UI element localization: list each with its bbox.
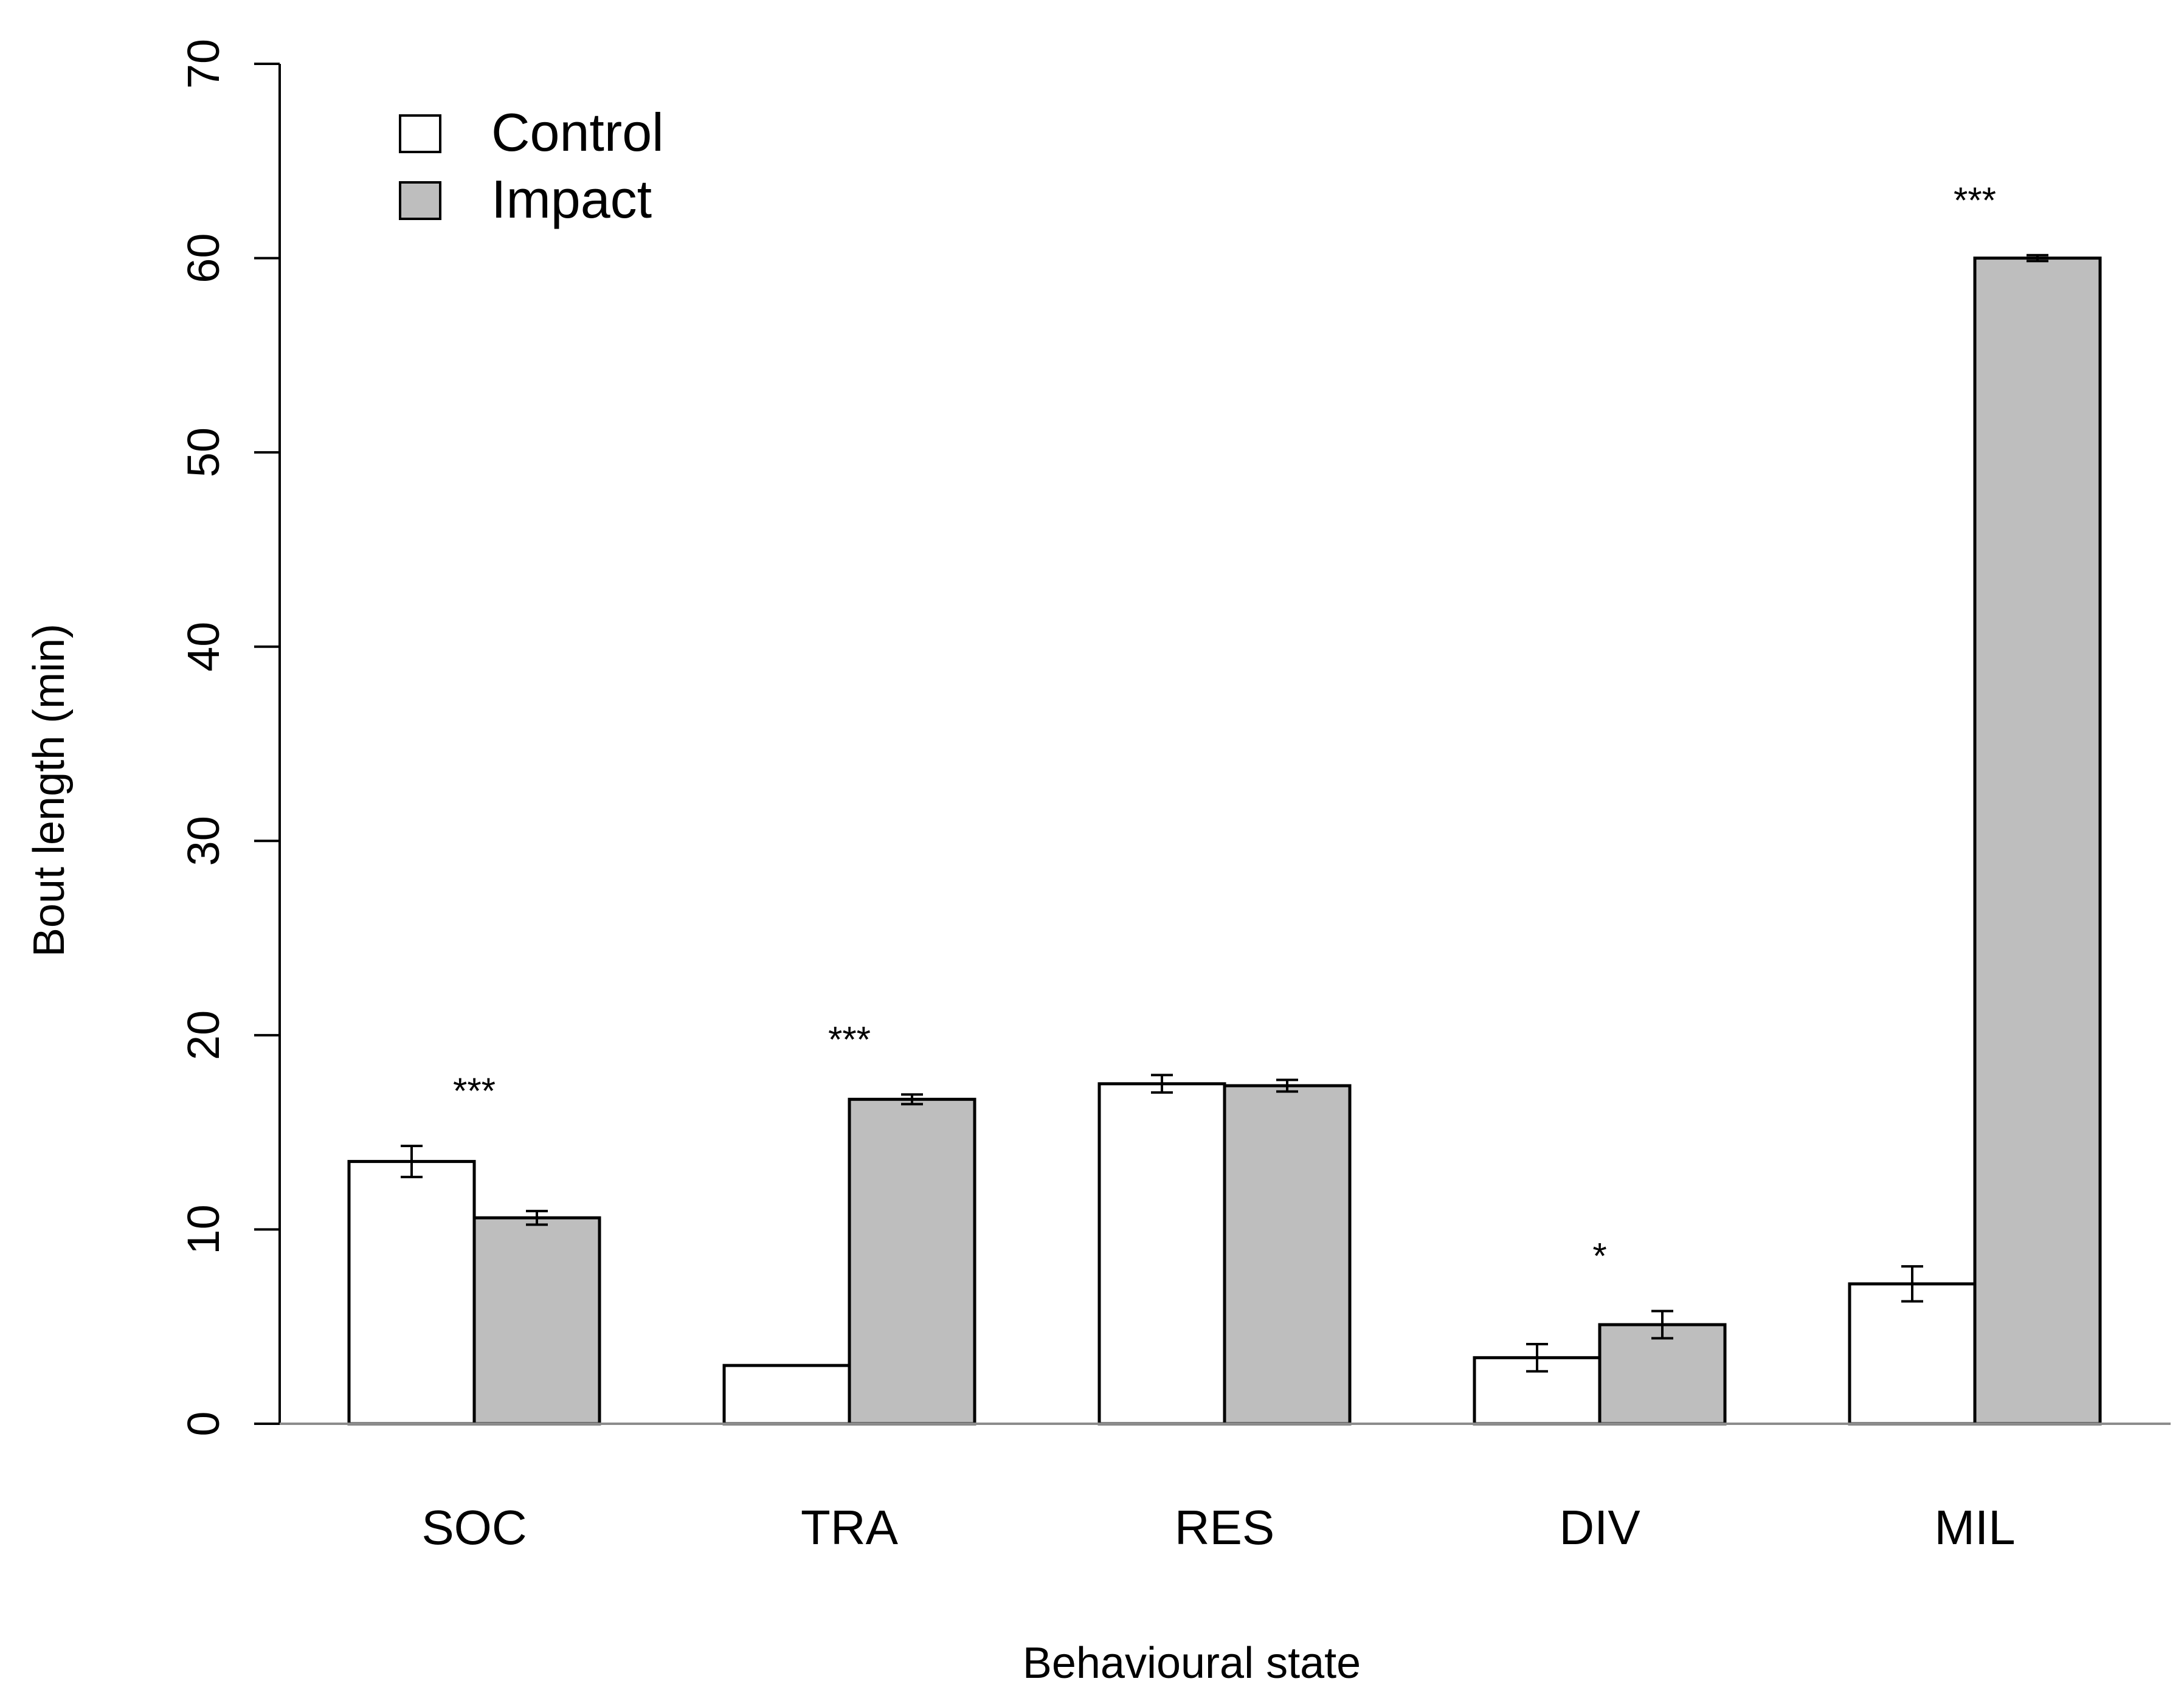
significance-soc: *** (453, 1071, 496, 1111)
errorbar-control-mil (1901, 1265, 1923, 1303)
bar-control-tra (722, 1364, 851, 1426)
x-tick-label-soc: SOC (421, 1500, 527, 1554)
legend-swatch-control (399, 114, 441, 153)
legend: Control Impact (399, 102, 664, 229)
errorbar-impact-div (1651, 1309, 1673, 1340)
y-tick-label: 60 (178, 233, 229, 283)
y-tick-label: 10 (178, 1204, 229, 1254)
bar-impact-div (1598, 1323, 1727, 1426)
bar-impact-mil (1973, 257, 2102, 1426)
bars (347, 257, 2102, 1426)
errorbar-control-div (1526, 1342, 1548, 1373)
x-axis-title: Behavioural state (1023, 1639, 1361, 1688)
bar-control-soc (347, 1160, 476, 1426)
errorbar-control-res (1151, 1074, 1173, 1094)
bar-impact-tra (848, 1097, 976, 1426)
x-tick-label-div: DIV (1559, 1500, 1640, 1554)
significance-labels: ********** (453, 180, 1996, 1277)
errorbar-impact-mil (2027, 254, 2048, 263)
y-tick-label: 20 (178, 1010, 229, 1060)
y-tick-label: 0 (178, 1411, 229, 1436)
bar-impact-res (1223, 1084, 1352, 1426)
significance-mil: *** (1954, 180, 1996, 221)
x-tick-label-res: RES (1175, 1500, 1275, 1554)
bar-impact-soc (472, 1216, 601, 1426)
x-tick-label-tra: TRA (801, 1500, 899, 1554)
bar-control-mil (1848, 1282, 1977, 1426)
legend-swatch-impact (399, 181, 441, 220)
errorbar-impact-tra (901, 1093, 923, 1106)
y-tick-label: 40 (178, 622, 229, 672)
legend-label-control: Control (491, 102, 664, 162)
bar-control-res (1097, 1082, 1226, 1426)
significance-div: * (1592, 1236, 1606, 1277)
error-bars (401, 254, 2048, 1373)
errorbar-impact-res (1276, 1078, 1298, 1093)
x-tick-label-mil: MIL (1934, 1500, 2015, 1554)
x-axis: SOC TRA RES DIV MIL (280, 1423, 2171, 1554)
y-axis: 0 10 20 30 40 50 60 70 (178, 39, 281, 1437)
y-tick-label: 30 (178, 816, 229, 866)
significance-tra: *** (828, 1019, 871, 1060)
y-tick-label: 70 (178, 39, 229, 89)
errorbar-control-soc (401, 1145, 423, 1179)
legend-label-impact: Impact (491, 169, 652, 229)
y-tick-label: 50 (178, 427, 229, 477)
y-axis-title: Bout length (min) (25, 624, 74, 957)
errorbar-impact-soc (526, 1210, 548, 1226)
